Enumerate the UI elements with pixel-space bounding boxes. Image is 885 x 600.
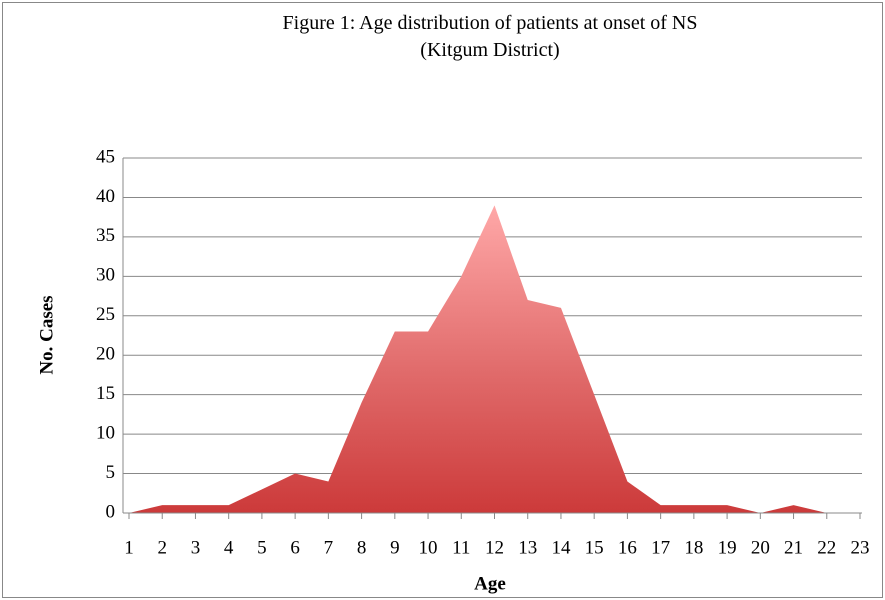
y-axis-title: No. Cases [36,295,57,374]
y-tick-label: 20 [96,344,115,365]
y-tick-label: 40 [96,186,115,207]
x-tick-label: 11 [452,537,470,558]
x-tick-label: 1 [124,537,134,558]
x-tick-label: 7 [324,537,334,558]
x-tick-label: 22 [817,537,836,558]
x-tick-label: 23 [851,537,870,558]
x-tick-label: 17 [651,537,670,558]
chart-title: Figure 1: Age distribution of patients a… [282,12,698,61]
x-tick-label: 18 [684,537,703,558]
x-tick-label: 9 [390,537,400,558]
x-tick-label: 2 [157,537,167,558]
y-tick-label: 0 [106,501,116,522]
x-tick-label: 14 [551,537,571,558]
y-tick-label: 5 [106,462,116,483]
x-tick-label: 3 [191,537,201,558]
y-tick-label: 45 [96,146,115,167]
x-tick-label: 6 [290,537,300,558]
x-tick-label: 21 [784,537,803,558]
x-tick-label: 4 [224,537,234,558]
x-axis-title: Age [474,573,506,594]
y-tick-label: 15 [96,383,115,404]
y-tick-label: 10 [96,422,115,443]
x-tick-label: 19 [718,537,737,558]
x-tick-label: 13 [518,537,537,558]
x-tick-label: 20 [751,537,770,558]
x-tick-label: 8 [357,537,367,558]
x-tick-label: 16 [618,537,637,558]
x-tick-label: 10 [419,537,438,558]
y-tick-label: 25 [96,304,115,325]
x-tick-label: 5 [257,537,267,558]
x-tick-label: 12 [485,537,504,558]
y-tick-label: 35 [96,225,115,246]
area [129,205,827,514]
x-tick-label: 15 [585,537,604,558]
y-tick-label: 30 [96,265,115,286]
